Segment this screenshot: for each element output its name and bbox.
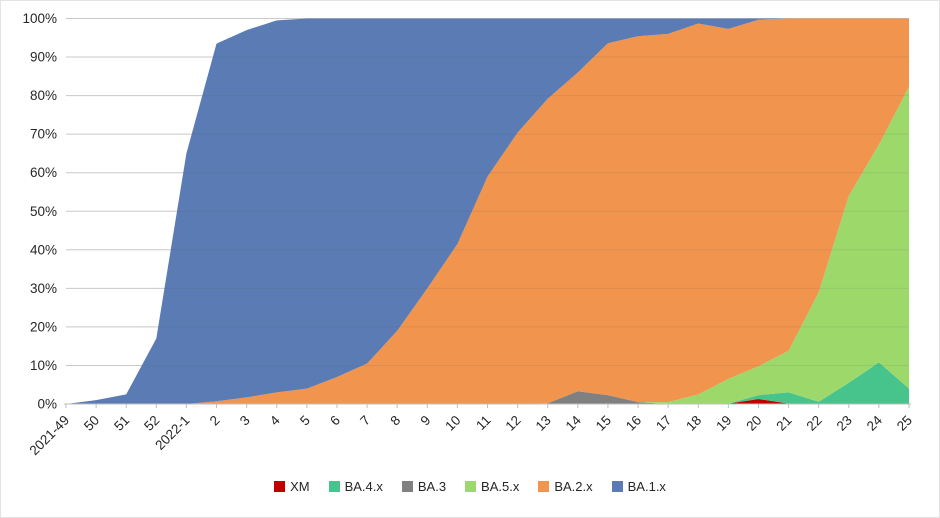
legend-item-ba-1-x: BA.1.x <box>611 479 666 494</box>
legend-swatch-icon <box>465 481 477 492</box>
legend-label: BA.5.x <box>481 479 520 494</box>
legend-swatch-icon <box>401 481 413 492</box>
legend-swatch-icon <box>328 481 340 492</box>
area-ba-2-x <box>66 18 909 404</box>
x-tick-label: 10 <box>442 413 463 434</box>
x-tick-label: 2022-1 <box>152 413 192 453</box>
legend-label: BA.2.x <box>554 479 593 494</box>
legend-item-ba-4-x: BA.4.x <box>328 479 383 494</box>
x-tick-label: 52 <box>141 413 162 434</box>
x-tick-label: 6 <box>327 413 343 429</box>
x-tick-label: 12 <box>502 413 523 434</box>
legend-swatch-icon <box>274 481 286 492</box>
x-tick-label: 15 <box>593 413 614 434</box>
area-ba-4-x <box>66 362 909 404</box>
legend-label: XM <box>290 479 310 494</box>
legend-swatch-icon <box>611 481 623 492</box>
x-tick-label: 5 <box>297 413 313 429</box>
y-tick-label: 90% <box>30 50 57 65</box>
x-tick-label: 14 <box>563 412 585 434</box>
x-tick-label: 51 <box>111 413 132 434</box>
stacked-area-plot: 0% 10% 20% 30% 40% 50% 60% 70% 80% 90% 100% 2021-49… <box>22 11 915 459</box>
x-tick-label: 11 <box>473 413 494 434</box>
y-tick-label: 50% <box>30 204 57 219</box>
chart-legend: XM BA.4.x BA.3 BA.5.x BA.2.x BA.1.x <box>1 479 939 494</box>
x-tick-label: 9 <box>417 413 433 429</box>
area-ba-5-x <box>66 86 909 404</box>
x-tick-label: 22 <box>804 413 825 434</box>
y-tick-label: 60% <box>30 165 57 180</box>
x-tick-label: 50 <box>81 413 102 434</box>
x-tick-label: 2021-49 <box>26 413 72 459</box>
x-tick-label: 25 <box>894 413 915 434</box>
y-tick-label: 80% <box>30 88 57 103</box>
x-tick-label: 23 <box>834 413 855 434</box>
x-tick-label: 3 <box>237 413 253 429</box>
x-tick-label: 18 <box>683 413 704 434</box>
y-tick-label: 100% <box>22 11 57 26</box>
y-tick-label: 70% <box>30 127 57 142</box>
x-tick-label: 17 <box>653 413 674 434</box>
x-tick-label: 8 <box>387 413 403 429</box>
legend-label: BA.4.x <box>344 479 383 494</box>
x-tick-label: 21 <box>773 413 794 434</box>
y-tick-label: 30% <box>30 281 57 296</box>
x-tick-label: 4 <box>267 412 283 428</box>
legend-label: BA.1.x <box>627 479 666 494</box>
x-tick-label: 24 <box>864 412 886 434</box>
legend-item-ba-2-x: BA.2.x <box>538 479 593 494</box>
x-tick-label: 13 <box>533 413 554 434</box>
x-tick-label: 7 <box>357 413 373 429</box>
x-tick-label: 20 <box>743 413 764 434</box>
legend-item-ba-3: BA.3 <box>401 479 447 494</box>
y-tick-label: 20% <box>30 319 57 334</box>
y-tick-label: 0% <box>37 397 57 412</box>
legend-swatch-icon <box>538 481 550 492</box>
legend-label: BA.3 <box>417 479 447 494</box>
legend-item-ba-5-x: BA.5.x <box>465 479 519 494</box>
y-tick-label: 10% <box>30 358 57 373</box>
x-tick-label: 2 <box>207 413 223 429</box>
area-ba-1-x <box>66 18 909 404</box>
x-tick-label: 19 <box>713 413 734 434</box>
x-tick-label: 16 <box>623 413 644 434</box>
legend-item-xm: XM <box>274 479 310 494</box>
y-tick-label: 40% <box>30 242 57 257</box>
